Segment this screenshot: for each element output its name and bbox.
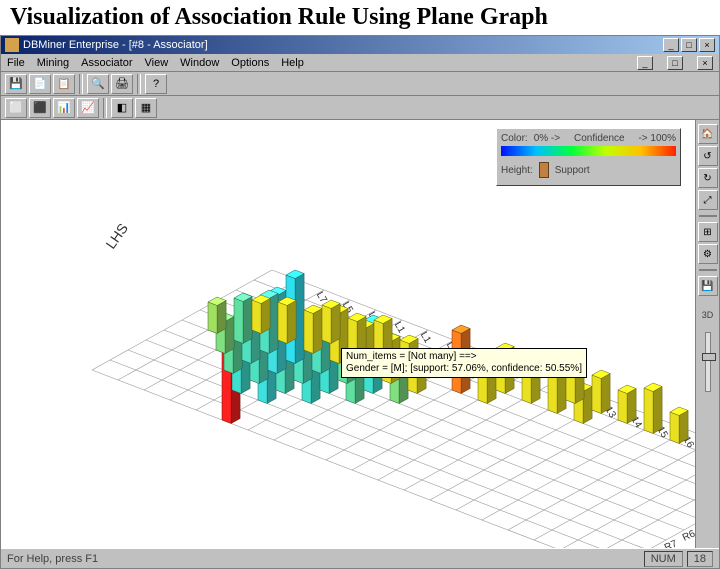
status-help: For Help, press F1 [7,553,98,565]
app-icon [5,38,19,52]
menubar: File Mining Associator View Window Optio… [1,54,719,72]
toolbar1-btn-1[interactable]: 📄 [29,74,51,94]
mdi-close-button[interactable]: × [697,56,713,70]
lhs-tick: L1 [392,320,407,336]
side-toolbar: 🏠↺↻⤢ ⊞⚙ 💾 3D [695,120,719,548]
legend-panel: Color: 0% -> Confidence -> 100% Height: … [496,128,681,186]
side-btn-0[interactable]: 🏠 [698,124,718,144]
support-bar-icon [539,162,549,178]
menu-associator[interactable]: Associator [81,57,132,69]
toolbar1-btn-5[interactable]: 🖨 [111,74,133,94]
toolbar2-btn-2[interactable]: 📊 [53,98,75,118]
window-title: DBMiner Enterprise - [#8 - Associator] [23,39,208,51]
toolbar2-sep [103,98,107,118]
status-page: 18 [687,551,713,567]
legend-height-label: Height: [501,165,533,176]
menu-mining[interactable]: Mining [37,57,69,69]
zoom-slider[interactable] [705,332,711,392]
menu-view[interactable]: View [145,57,169,69]
mdi-minimize-button[interactable]: _ [637,56,653,70]
rule-tooltip: Num_items = [Not many] ==> Gender = [M];… [341,348,587,378]
lhs-tick: L1 [418,330,433,346]
legend-conf-low: 0% -> [534,133,560,144]
menu-options[interactable]: Options [231,57,269,69]
bar[interactable] [322,300,340,344]
side-btn-1[interactable]: ↺ [698,146,718,166]
menu-help[interactable]: Help [281,57,304,69]
legend-conf-label: Confidence [566,133,632,144]
bar[interactable] [234,293,252,344]
menu-window[interactable]: Window [180,57,219,69]
tooltip-line1: Num_items = [Not many] ==> [346,351,582,363]
bar[interactable] [278,297,296,344]
menu-file[interactable]: File [7,57,25,69]
app-window: DBMiner Enterprise - [#8 - Associator] _… [0,35,720,569]
tooltip-line2: Gender = [M]; [support: 57.06%, confiden… [346,363,582,375]
toolbar2-btn-5[interactable]: ◧ [111,98,133,118]
toolbar2-btn-3[interactable]: 📈 [77,98,99,118]
bar[interactable] [304,305,322,354]
side-sep [699,269,717,271]
bar[interactable] [208,297,226,334]
bar[interactable] [644,383,662,434]
minimize-button[interactable]: _ [663,38,679,52]
legend-color-label: Color: [501,133,528,144]
zoom-slider-thumb[interactable] [702,353,716,361]
side-btn-5[interactable]: ⊞ [698,222,718,242]
maximize-button[interactable]: □ [681,38,697,52]
toolbar1-btn-4[interactable]: 🔍 [87,74,109,94]
toolbar1-btn-7[interactable]: ? [145,74,167,94]
side-btn-6[interactable]: ⚙ [698,244,718,264]
toolbar2-btn-1[interactable]: ⬛ [29,98,51,118]
statusbar: For Help, press F1 NUM 18 [1,548,719,568]
bar[interactable] [670,407,688,444]
toolbar1-sep [137,74,141,94]
toolbar2-btn-0[interactable]: ⬜ [5,98,27,118]
titlebar: DBMiner Enterprise - [#8 - Associator] _… [1,36,719,54]
chart-area: LHSRHSL9L7L5L3L1L1L3L5L7L9L11L12L13L14L1… [1,120,719,548]
legend-support-label: Support [555,165,590,176]
side-btn-3[interactable]: ⤢ [698,190,718,210]
slider-label: 3D [702,310,714,320]
legend-conf-high: -> 100% [638,133,676,144]
confidence-gradient [501,146,676,156]
toolbar1-btn-0[interactable]: 💾 [5,74,27,94]
toolbar2-btn-6[interactable]: ▦ [135,98,157,118]
toolbar-main: 💾📄📋 🔍🖨? [1,72,719,96]
bar[interactable] [618,385,636,424]
side-btn-2[interactable]: ↻ [698,168,718,188]
bar[interactable] [592,370,610,414]
status-num: NUM [644,551,683,567]
bar[interactable] [252,295,270,334]
side-sep [699,215,717,217]
toolbar1-sep [79,74,83,94]
lhs-axis-label: LHS [102,220,131,251]
mdi-maximize-button[interactable]: □ [667,56,683,70]
close-button[interactable]: × [699,38,715,52]
toolbar1-btn-2[interactable]: 📋 [53,74,75,94]
slide-title: Visualization of Association Rule Using … [0,0,720,35]
side-btn-8[interactable]: 💾 [698,276,718,296]
toolbar-view: ⬜⬛📊📈 ◧▦ [1,96,719,120]
